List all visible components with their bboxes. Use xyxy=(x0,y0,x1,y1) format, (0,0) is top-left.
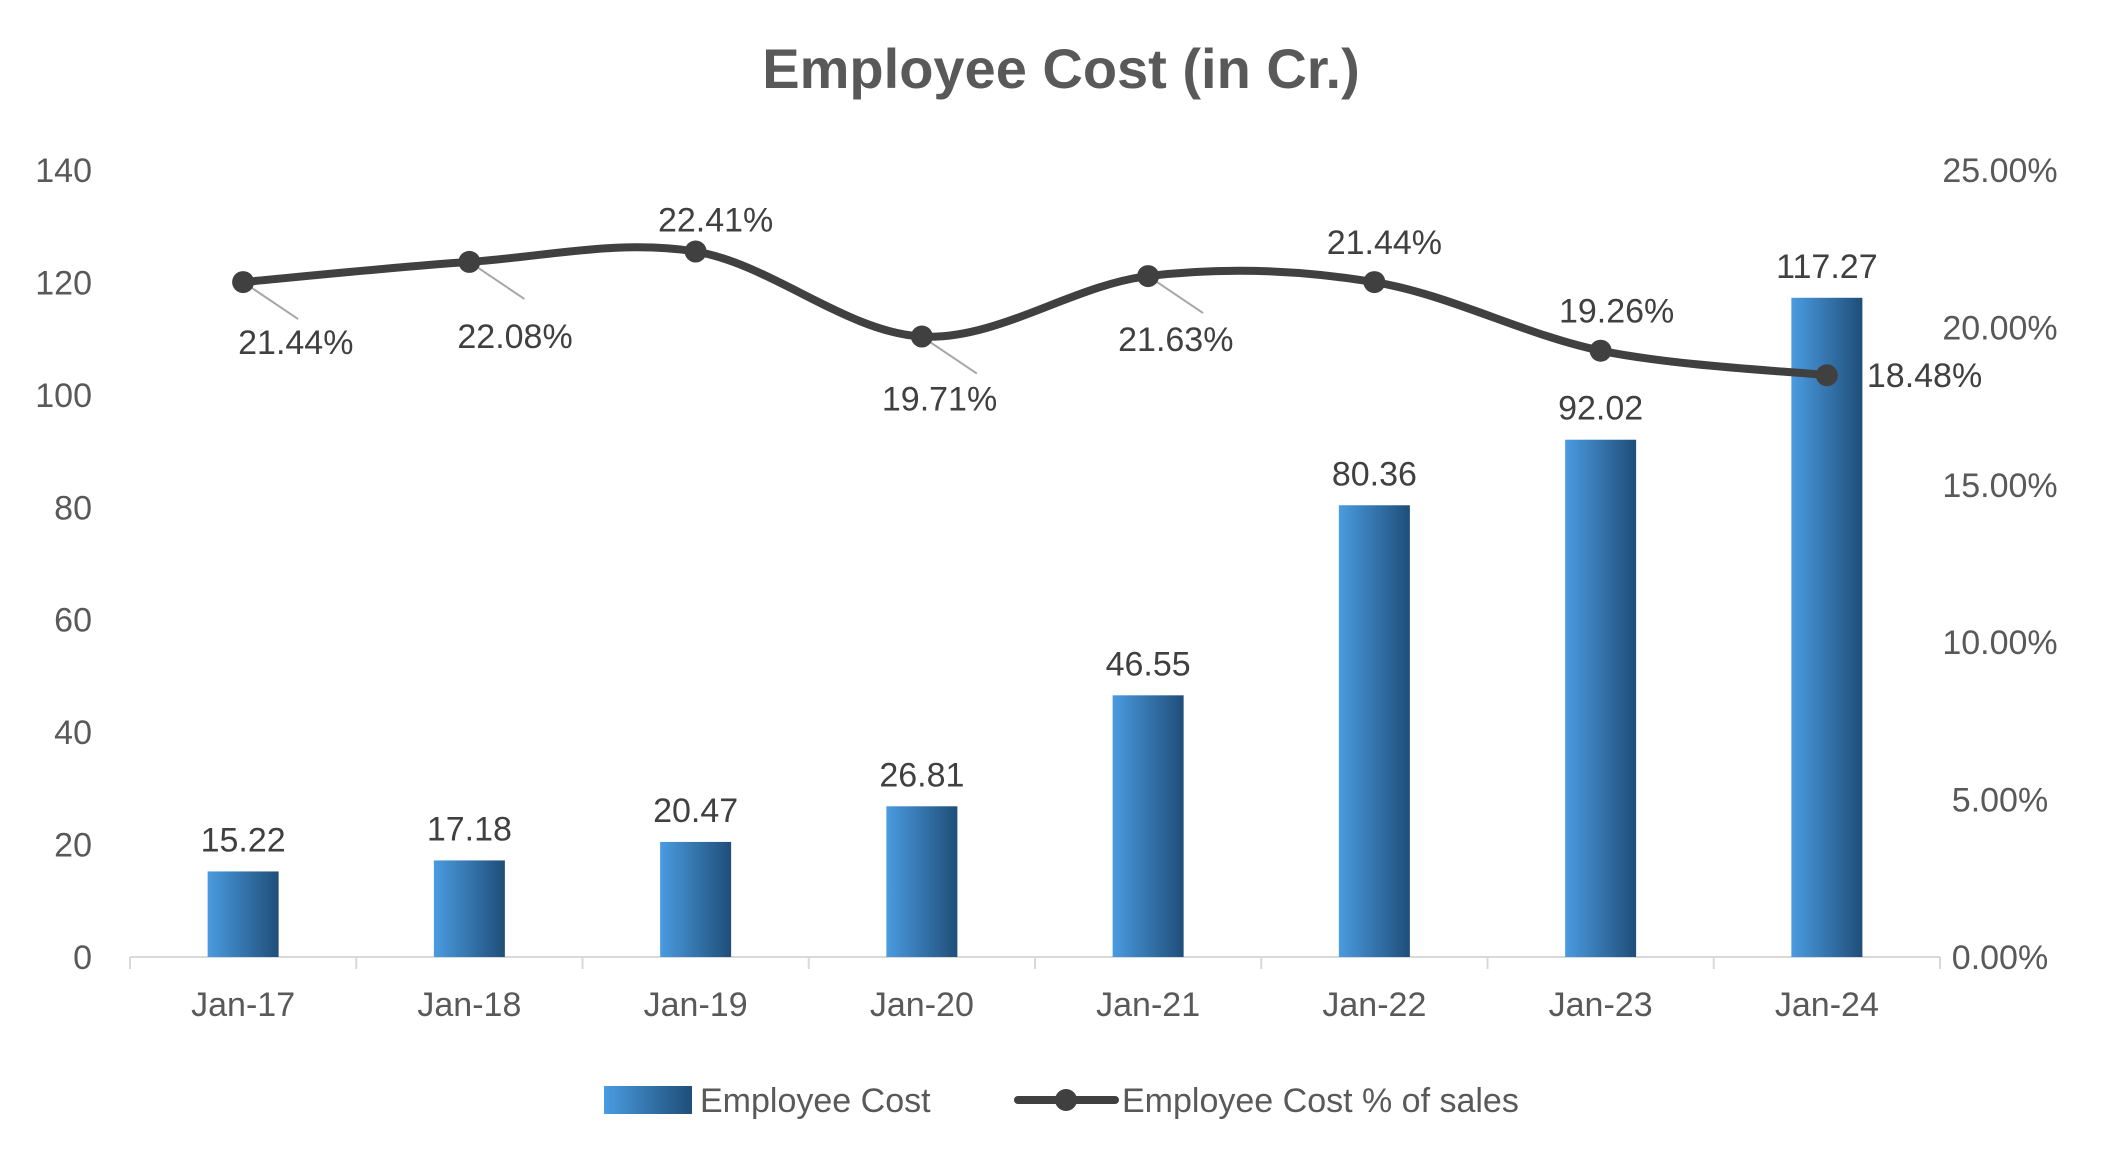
line-marker xyxy=(232,271,255,294)
bar-data-labels: 15.22 17.18 20.47 26.81 46.55 80.36 92.02 117.2… xyxy=(201,248,1878,860)
line-marker xyxy=(1589,339,1612,362)
right-axis-tick-label: 15.00% xyxy=(1942,467,2057,505)
legend-swatch-marker xyxy=(1055,1089,1077,1111)
right-axis-tick-label: 10.00% xyxy=(1942,624,2057,662)
left-axis-tick-label: 0 xyxy=(73,939,92,977)
left-axis-tick-label: 80 xyxy=(54,489,92,527)
line-data-label: 18.48% xyxy=(1867,357,1982,395)
line-path xyxy=(239,243,1831,380)
x-axis-tick-label: Jan-18 xyxy=(417,986,521,1024)
line-marker xyxy=(910,325,933,348)
right-axis-tick-label: 5.00% xyxy=(1952,782,2048,820)
bar-series xyxy=(207,297,1863,957)
leader-line xyxy=(1147,275,1204,314)
left-axis-tick-label: 140 xyxy=(35,152,92,190)
left-axis-tick-label: 120 xyxy=(35,264,92,302)
line-data-label: 21.44% xyxy=(238,324,353,362)
leader-line xyxy=(468,261,525,300)
right-axis-tick-label: 0.00% xyxy=(1952,939,2048,977)
bar-data-label: 26.81 xyxy=(879,756,964,794)
line-data-label: 21.63% xyxy=(1118,321,1233,359)
line-marker xyxy=(1137,265,1160,288)
bar xyxy=(660,841,732,957)
left-axis-tick-label: 40 xyxy=(54,714,92,752)
x-axis-tick-label: Jan-17 xyxy=(191,986,295,1024)
left-axis-tick-label: 20 xyxy=(54,827,92,865)
bar xyxy=(1338,505,1410,957)
bar xyxy=(886,806,958,957)
line-marker xyxy=(458,250,481,273)
bar xyxy=(1565,439,1637,957)
leader-line xyxy=(921,335,978,375)
left-axis-tick-label: 100 xyxy=(35,377,92,415)
bar-data-label: 20.47 xyxy=(653,792,738,830)
right-axis-ticks: 0.00% 5.00% 10.00% 15.00% 20.00% 25.00% xyxy=(1942,152,2057,977)
x-axis-tick-label: Jan-22 xyxy=(1322,986,1426,1024)
bar xyxy=(433,860,505,957)
line-series: 21.44% 22.08% 22.41% 19.71% 21.63% 21.44% 19.2… xyxy=(232,202,1982,419)
leader-line xyxy=(242,281,299,320)
left-axis-tick-label: 60 xyxy=(54,602,92,640)
bar-data-label: 117.27 xyxy=(1776,248,1877,286)
x-axis-tick-label: Jan-24 xyxy=(1775,986,1879,1024)
right-axis-tick-label: 20.00% xyxy=(1942,309,2057,347)
x-axis-tick-label: Jan-20 xyxy=(870,986,974,1024)
line-data-label: 22.41% xyxy=(658,202,773,240)
legend: Employee Cost Employee Cost % of sales xyxy=(604,1082,1519,1120)
bar-data-label: 17.18 xyxy=(427,810,512,848)
legend-label: Employee Cost % of sales xyxy=(1122,1082,1519,1120)
bar-data-label: 92.02 xyxy=(1558,390,1643,428)
chart-title: Employee Cost (in Cr.) xyxy=(762,37,1359,100)
bar-data-label: 80.36 xyxy=(1332,455,1417,493)
bar-data-label: 15.22 xyxy=(201,821,286,859)
x-axis-tick-label: Jan-23 xyxy=(1549,986,1653,1024)
line-marker xyxy=(1815,364,1838,387)
line-marker xyxy=(1363,271,1386,294)
bar-data-label: 46.55 xyxy=(1106,645,1191,683)
x-axis: Jan-17 Jan-18 Jan-19 Jan-20 Jan-21 Jan-22 Jan-… xyxy=(129,956,1941,1024)
legend-label: Employee Cost xyxy=(700,1082,931,1120)
x-axis-tick-label: Jan-19 xyxy=(644,986,748,1024)
bar xyxy=(1791,297,1863,957)
legend-swatch-bar xyxy=(604,1086,692,1114)
x-axis-tick-label: Jan-21 xyxy=(1096,986,1200,1024)
line-data-label: 19.71% xyxy=(882,381,997,419)
right-axis-tick-label: 25.00% xyxy=(1942,152,2057,190)
line-data-label: 21.44% xyxy=(1327,224,1442,262)
line-data-label: 19.26% xyxy=(1559,293,1674,331)
line-data-label: 22.08% xyxy=(457,318,572,356)
line-marker xyxy=(684,240,707,263)
bar xyxy=(207,871,279,957)
bar xyxy=(1112,695,1184,957)
left-axis-ticks: 0 20 40 60 80 100 120 140 xyxy=(35,152,92,977)
